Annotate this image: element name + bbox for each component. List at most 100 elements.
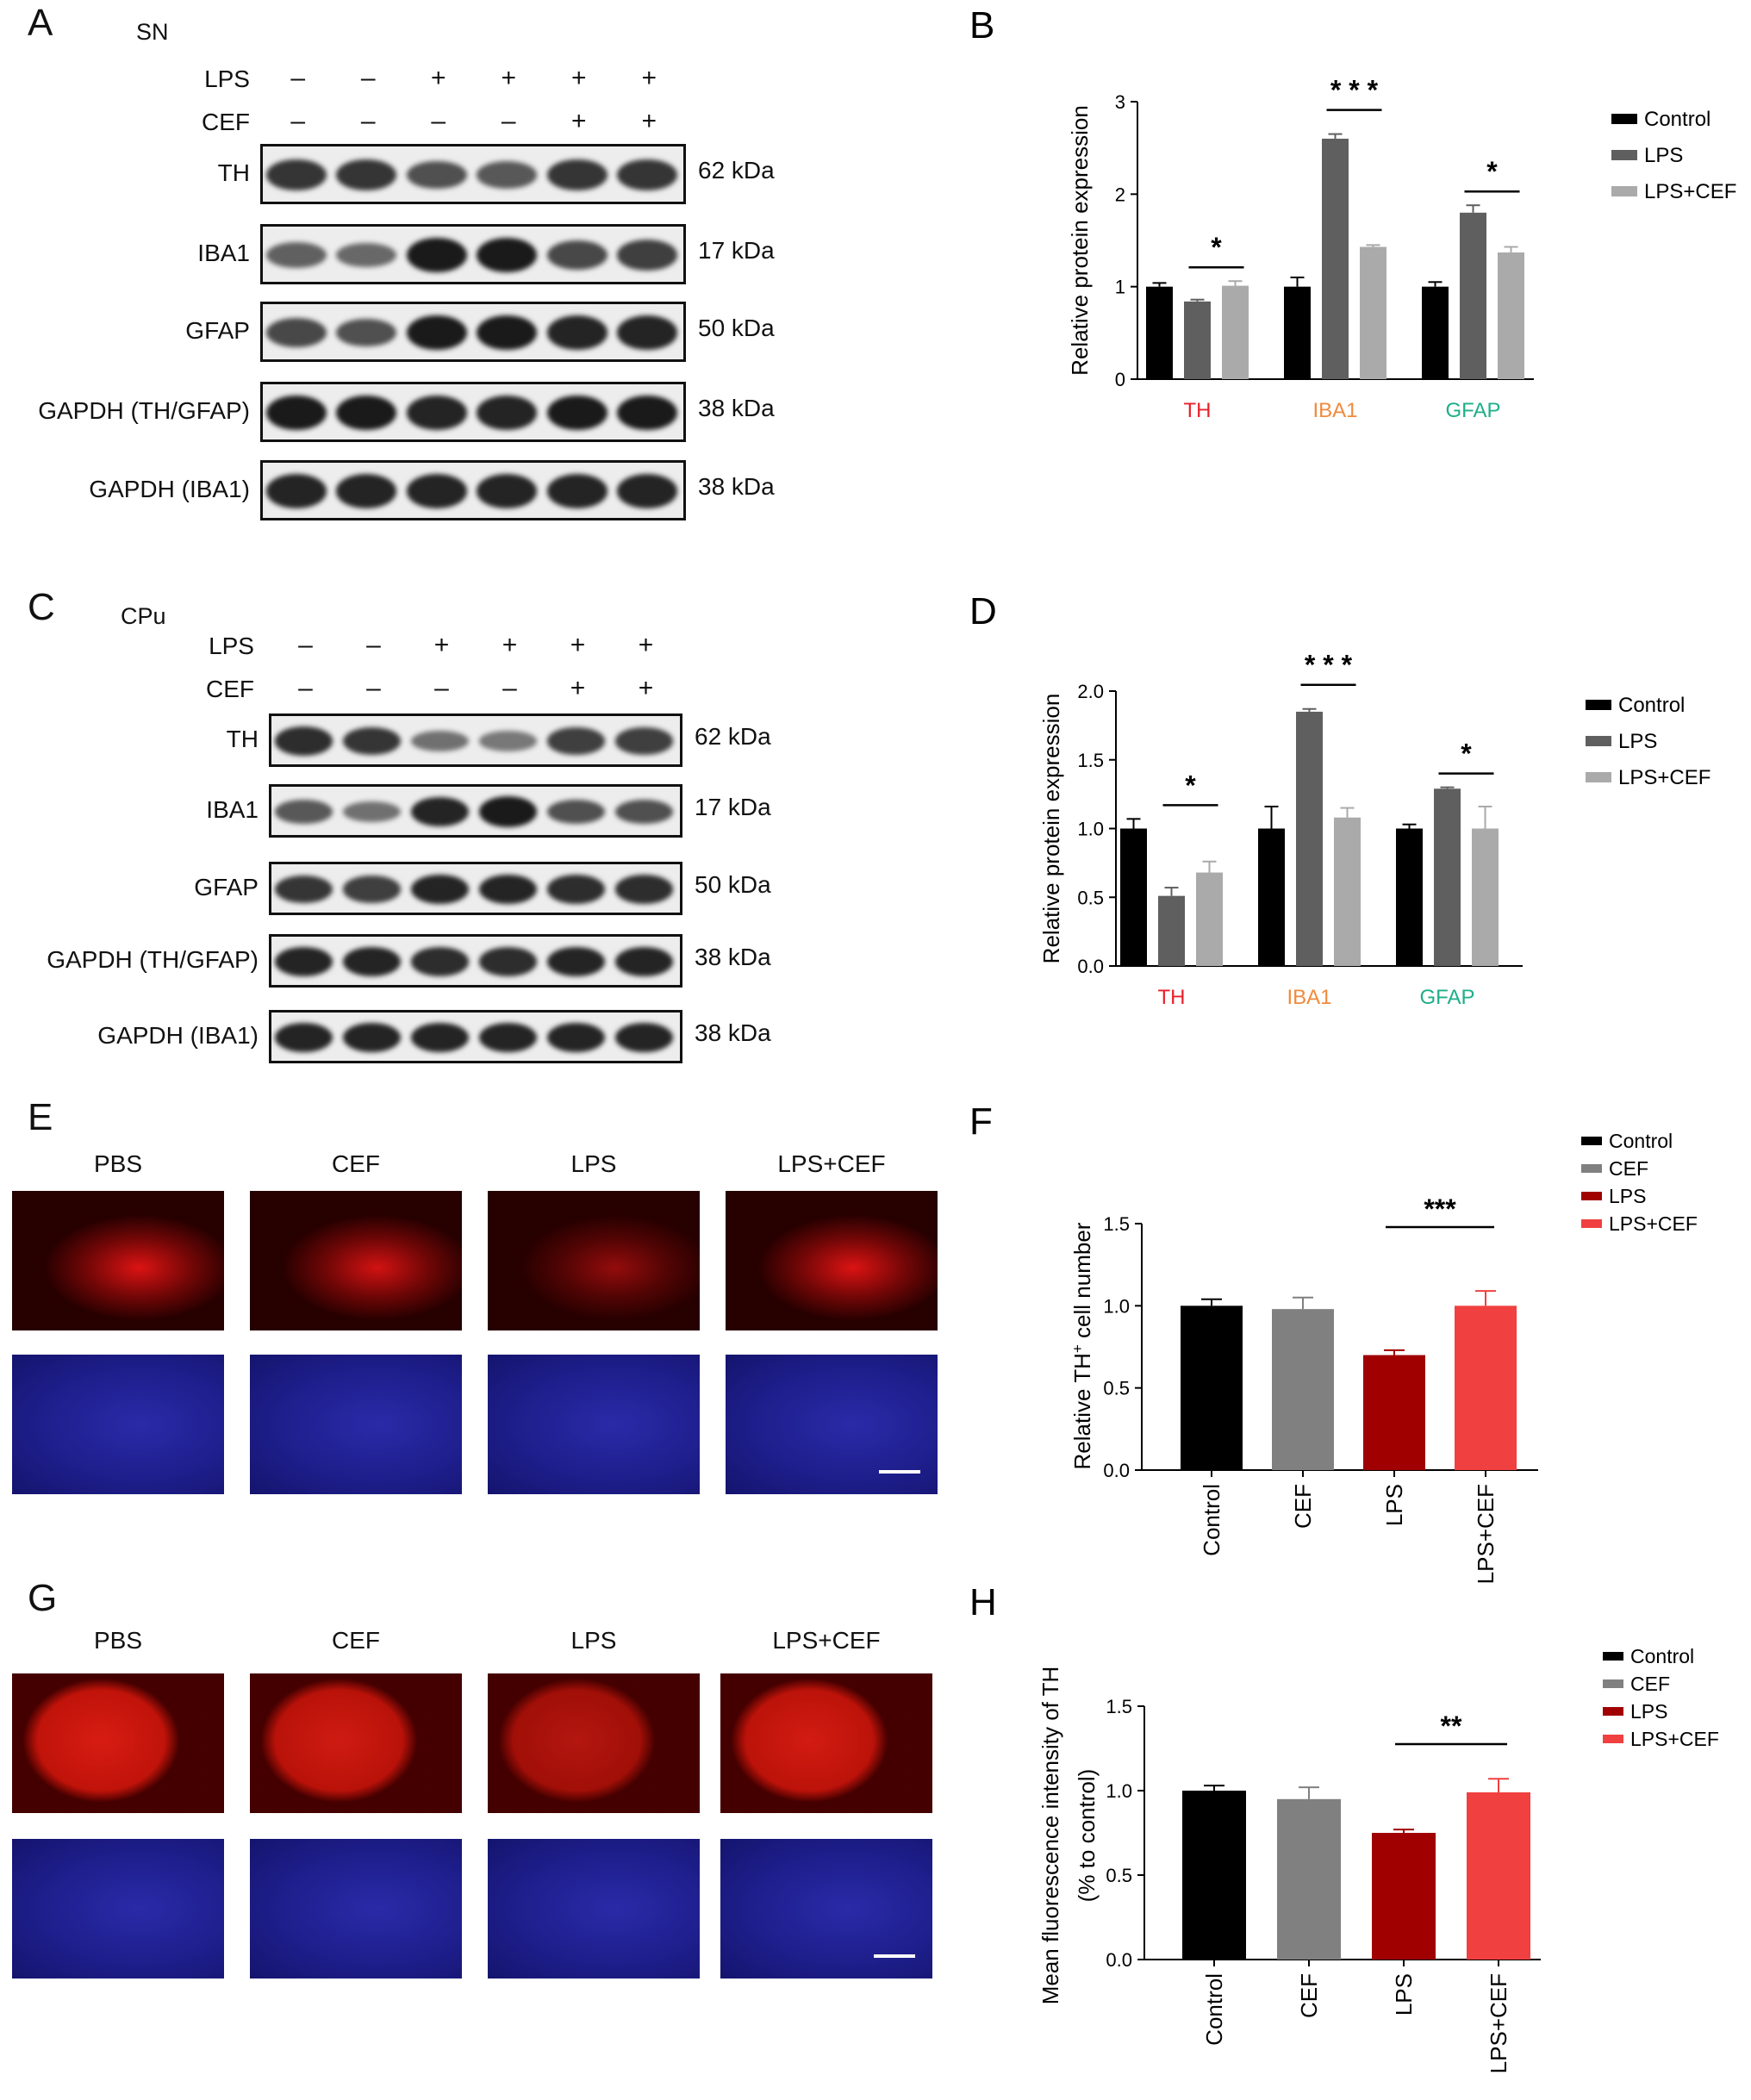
blot-band	[617, 240, 678, 271]
y-axis-label: (% to control)	[1074, 1769, 1100, 1903]
treatment-name: LPS	[209, 632, 254, 659]
treatment-sign: +	[570, 674, 586, 702]
group-label: LPS+CEF	[777, 1150, 886, 1177]
legend-swatch	[1603, 1679, 1623, 1688]
legend-swatch	[1611, 150, 1637, 160]
treatment-sign: –	[501, 107, 516, 135]
x-tick-label: Control	[1201, 1973, 1227, 2046]
x-tick-label: LPS	[1391, 1973, 1417, 2016]
treatment-sign: +	[570, 107, 587, 135]
x-tick-label: GFAP	[1445, 399, 1500, 422]
legend-label: LPS+CEF	[1630, 1728, 1719, 1750]
treatment-sign: +	[638, 631, 654, 659]
molecular-weight-label: 17 kDa	[695, 794, 771, 820]
th-fluorescence-image	[488, 1191, 700, 1330]
dapi-fluorescence-image	[488, 1839, 700, 1978]
x-tick-label: GFAP	[1419, 986, 1474, 1009]
bar	[1467, 1792, 1530, 1960]
legend-label: LPS+CEF	[1644, 180, 1736, 203]
blot-band	[617, 159, 678, 191]
group-label: PBS	[93, 1150, 143, 1177]
molecular-weight-label: 38 kDa	[695, 1019, 771, 1046]
legend-swatch	[1581, 1164, 1602, 1173]
blot-strip	[269, 934, 682, 988]
blot-band	[406, 160, 467, 190]
bar	[1284, 286, 1311, 379]
blot-band	[265, 474, 327, 508]
y-axis-label: Relative TH+ cell number	[1069, 1222, 1095, 1469]
x-tick-label: TH	[1158, 986, 1186, 1009]
blot-band	[274, 726, 333, 756]
blot-band	[617, 395, 678, 431]
bar	[1363, 1355, 1425, 1470]
treatment-name: LPS	[204, 65, 250, 92]
y-tick-label: 1.0	[1077, 819, 1104, 840]
blot-band	[265, 241, 327, 268]
treatment-sign: +	[570, 631, 586, 659]
x-tick-label: CEF	[1290, 1484, 1316, 1529]
scale-bar	[879, 1470, 920, 1474]
blot-band	[342, 876, 402, 903]
blot-strip	[260, 460, 686, 520]
significance-marker: ***	[1424, 1193, 1456, 1224]
blot-row-label: GAPDH (TH/GFAP)	[47, 946, 259, 973]
th-fluorescence-image	[250, 1673, 462, 1813]
significance-marker: * * *	[1330, 75, 1379, 106]
blot-band	[617, 315, 678, 350]
bar	[1372, 1833, 1436, 1960]
bar	[1422, 286, 1449, 379]
treatment-sign: –	[502, 674, 517, 702]
legend-swatch	[1586, 772, 1611, 782]
blot-strip	[269, 784, 682, 838]
treatment-sign: –	[290, 107, 306, 135]
bar	[1334, 817, 1361, 966]
group-label: CEF	[332, 1627, 380, 1654]
legend-swatch	[1611, 186, 1637, 196]
bar	[1455, 1305, 1517, 1470]
legend-label: Control	[1609, 1130, 1673, 1152]
group-label: LPS	[570, 1627, 617, 1654]
blot-strip	[260, 302, 686, 362]
y-tick-label: 0.0	[1106, 1949, 1132, 1971]
legend-swatch	[1581, 1192, 1602, 1200]
blot-band	[274, 875, 333, 904]
dapi-fluorescence-image	[488, 1355, 700, 1494]
blot-strip	[260, 224, 686, 284]
legend-label: LPS+CEF	[1609, 1212, 1698, 1235]
th-fluorescence-image	[488, 1673, 700, 1813]
x-tick-label: LPS+CEF	[1486, 1973, 1511, 2073]
th-fluorescence-image	[726, 1191, 938, 1330]
y-tick-label: 0	[1115, 369, 1125, 390]
scale-bar	[874, 1954, 915, 1958]
blot-row-label: GAPDH (IBA1)	[89, 476, 250, 502]
molecular-weight-label: 38 kDa	[698, 473, 775, 500]
blot-band	[617, 474, 678, 508]
significance-marker: *	[1211, 232, 1222, 263]
blot-band	[265, 395, 327, 431]
blot-band	[546, 159, 608, 191]
blot-band	[406, 315, 467, 351]
legend-label: LPS	[1618, 730, 1657, 753]
x-tick-label: LPS+CEF	[1473, 1484, 1499, 1584]
blot-row-label: GAPDH (IBA1)	[97, 1022, 259, 1049]
x-tick-label: Control	[1199, 1484, 1224, 1556]
blot-strip	[269, 1010, 682, 1063]
y-axis-label-superscript: +	[1069, 1344, 1086, 1353]
treatment-name: CEF	[206, 676, 254, 702]
legend-swatch	[1581, 1219, 1602, 1228]
significance-marker: **	[1441, 1711, 1462, 1742]
y-tick-label: 1.0	[1106, 1780, 1132, 1802]
y-tick-label: 2	[1115, 184, 1125, 205]
group-label: PBS	[93, 1627, 143, 1654]
treatment-sign: –	[298, 631, 313, 659]
bar	[1158, 895, 1185, 966]
bar	[1396, 828, 1423, 966]
bar	[1196, 872, 1223, 966]
y-tick-label: 1.5	[1103, 1213, 1130, 1235]
molecular-weight-label: 38 kDa	[695, 944, 771, 970]
blot-band	[478, 1022, 538, 1053]
treatment-sign: +	[570, 64, 587, 92]
bar	[1277, 1798, 1341, 1960]
treatment-cef-label: CEF	[172, 109, 250, 136]
blot-band	[614, 799, 674, 825]
